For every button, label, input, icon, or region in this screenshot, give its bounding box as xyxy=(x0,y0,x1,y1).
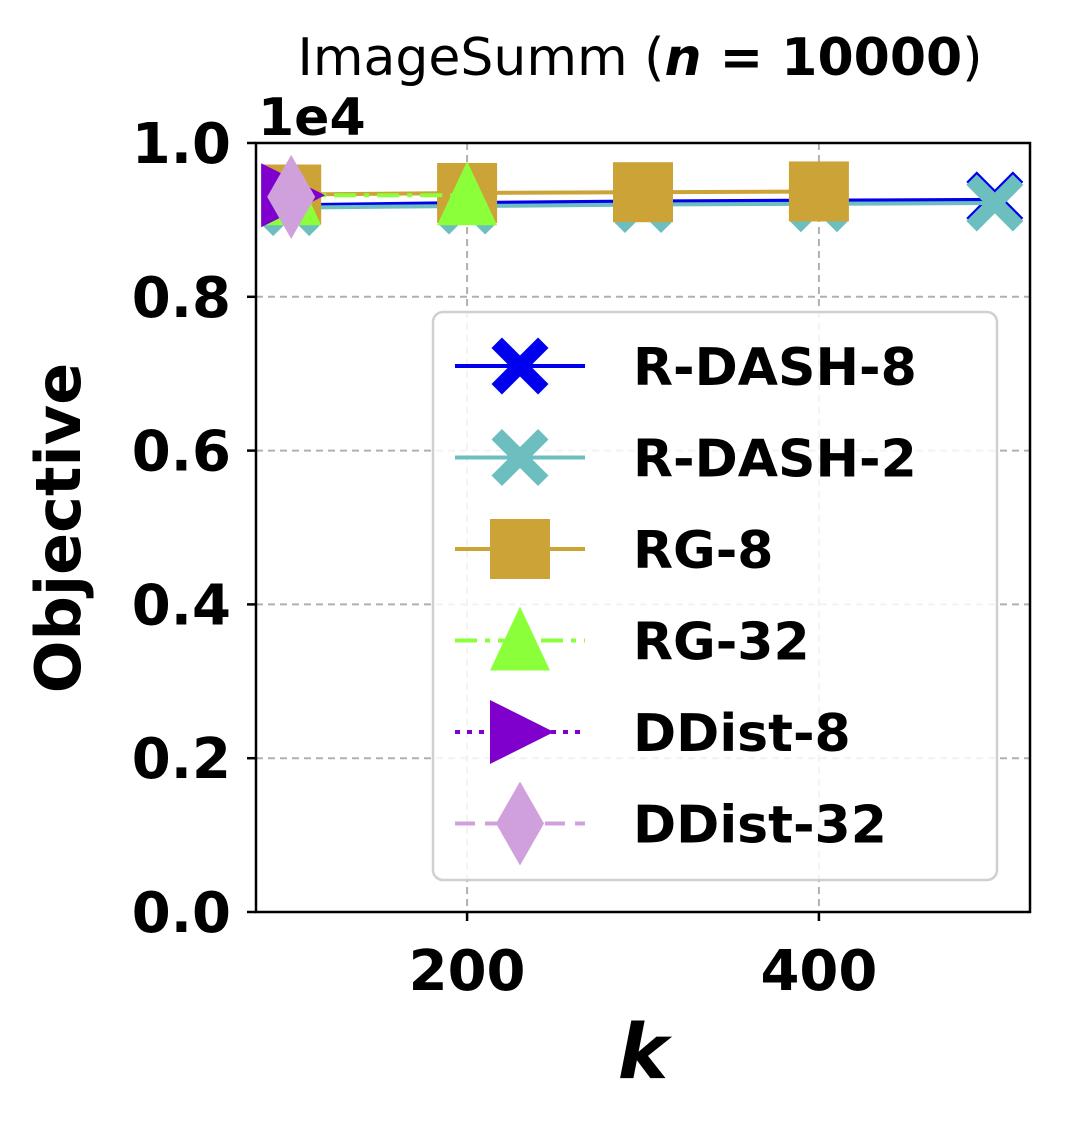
legend-entry: R-DASH-2 xyxy=(455,429,917,490)
legend-entry: RG-32 xyxy=(455,606,810,673)
data-point xyxy=(437,161,498,226)
y-tick-label: 0.8 xyxy=(132,266,231,331)
x-tick-label: 200 xyxy=(409,939,526,1004)
legend-entry: DDist-8 xyxy=(455,700,851,764)
x-axis-label: k xyxy=(618,1007,673,1096)
series-line xyxy=(291,189,819,197)
series-layer xyxy=(261,154,1024,239)
series-ddist-32 xyxy=(267,154,316,239)
legend-label: DDist-32 xyxy=(633,796,887,856)
data-point xyxy=(966,174,1024,232)
y-tick-label: 0.6 xyxy=(132,420,231,485)
legend-label: RG-32 xyxy=(633,613,810,673)
ticks-layer: 0.0 0.2 0.4 0.6 0.8 1.0 200 400 xyxy=(132,112,878,1004)
y-offset-label: 1e4 xyxy=(258,88,366,148)
data-point xyxy=(267,154,316,239)
legend-marker xyxy=(490,700,554,764)
plot-frame xyxy=(254,141,1032,914)
data-point xyxy=(613,162,673,223)
legend-label: R-DASH-2 xyxy=(633,430,917,490)
y-axis-label: Objective xyxy=(22,363,95,694)
legend-marker xyxy=(490,519,550,579)
legend-marker xyxy=(496,781,544,866)
legend-label: RG-8 xyxy=(633,521,774,581)
data-point xyxy=(788,161,849,222)
y-tick-label: 0.0 xyxy=(132,881,231,946)
legend-marker xyxy=(491,337,549,395)
legend-label: R-DASH-8 xyxy=(633,338,917,398)
y-tick-label: 0.4 xyxy=(132,573,231,638)
y-tick-label: 1.0 xyxy=(132,112,231,177)
legend-marker xyxy=(491,429,549,486)
legend-entry: RG-8 xyxy=(455,519,774,581)
series-rg-8 xyxy=(261,161,849,225)
legend-label: DDist-8 xyxy=(633,704,851,764)
legend: R-DASH-8 R-DASH-2 RG-8 RG-32 DDist-8 DDist-32 xyxy=(431,310,999,882)
x-tick-label: 400 xyxy=(760,939,877,1004)
y-tick-label: 0.2 xyxy=(132,727,231,792)
legend-marker xyxy=(490,606,550,671)
legend-entry: DDist-32 xyxy=(455,781,887,866)
chart-title: ImageSumm (n = 10000) xyxy=(298,28,983,88)
legend-box xyxy=(431,310,999,882)
legend-entry: R-DASH-8 xyxy=(455,337,917,398)
